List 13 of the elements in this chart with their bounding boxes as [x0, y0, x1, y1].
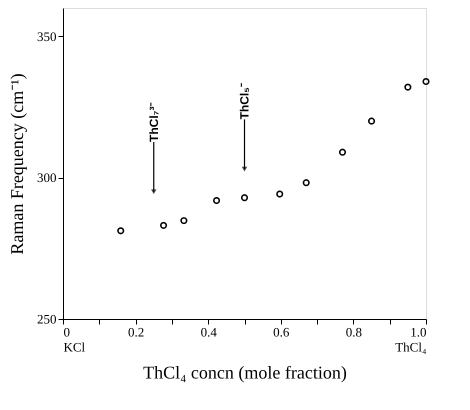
x-tick-label: 0.2: [128, 324, 144, 340]
annotation: ThCl₇³⁻: [146, 102, 161, 142]
y-tick-label: 350: [37, 28, 56, 44]
x-tick-label: 0.4: [200, 324, 218, 340]
x-axis-title: ThCl₄ concn (mole fraction): [143, 362, 347, 382]
x-tick-label: 1.0 ThCl₄: [395, 324, 427, 354]
x-tick-label: 0.8: [346, 324, 362, 340]
y-tick-label: 300: [37, 170, 56, 186]
x-tick-label: 0 KCl: [64, 324, 86, 354]
x-tick-label: 0.6: [273, 324, 290, 340]
annotation: ThCl₅⁻: [238, 83, 252, 120]
y-axis-title: Raman Frequency (cm⁻¹): [7, 73, 27, 255]
y-tick-label: 250: [37, 312, 56, 326]
